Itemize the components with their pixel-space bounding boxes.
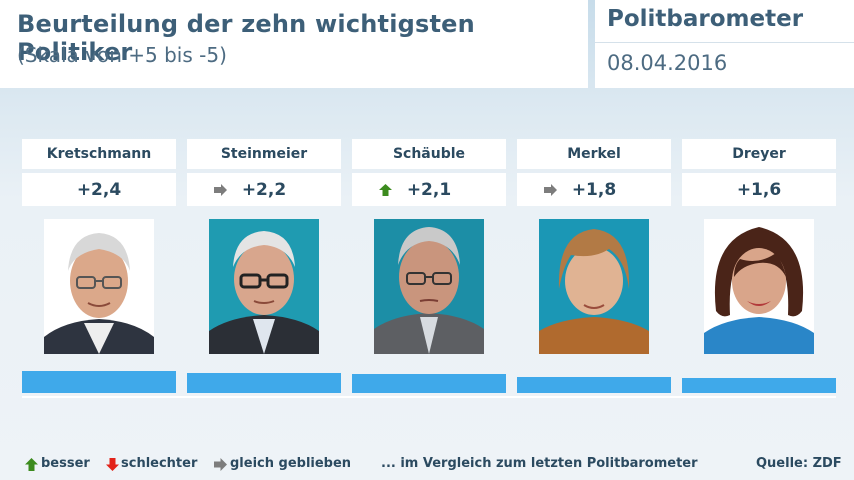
bar bbox=[352, 373, 506, 393]
date-label: 08.04.2016 bbox=[607, 51, 728, 75]
down-arrow-icon bbox=[106, 458, 119, 471]
category-label: Merkel bbox=[517, 139, 671, 169]
bar bbox=[22, 371, 176, 393]
category-label: Dreyer bbox=[682, 139, 836, 169]
bar bbox=[682, 378, 836, 393]
portrait-photo bbox=[374, 219, 484, 354]
legend-better: besser bbox=[41, 456, 90, 471]
bar-area bbox=[517, 360, 671, 393]
chart-subtitle: (Skala von +5 bis -5) bbox=[17, 43, 227, 67]
data-label: +1,8 bbox=[571, 179, 617, 200]
header-divider bbox=[595, 42, 854, 43]
value-box: +1,6 bbox=[682, 173, 836, 206]
header-title-panel: Beurteilung der zehn wichtigsten Politik… bbox=[0, 0, 588, 88]
portrait-photo bbox=[539, 219, 649, 354]
data-label: +2,1 bbox=[406, 179, 452, 200]
value-box: +2,1 bbox=[352, 173, 506, 206]
bar-area bbox=[22, 360, 176, 393]
politician-column: Kretschmann +2,4 bbox=[22, 0, 176, 400]
data-label: +2,4 bbox=[76, 179, 122, 200]
portrait-photo bbox=[44, 219, 154, 354]
politician-column: Dreyer +1,6 bbox=[682, 0, 836, 400]
baseline bbox=[22, 396, 836, 398]
bar bbox=[517, 376, 671, 393]
value-box: +1,8 bbox=[517, 173, 671, 206]
legend-worse: schlechter bbox=[121, 456, 198, 471]
legend-same: gleich geblieben bbox=[230, 456, 352, 471]
bar-area bbox=[682, 360, 836, 393]
source-label: Quelle: ZDF bbox=[756, 456, 842, 471]
category-label: Steinmeier bbox=[187, 139, 341, 169]
politician-column: Steinmeier +2,2 bbox=[187, 0, 341, 400]
portrait-photo bbox=[209, 219, 319, 354]
value-box: +2,4 bbox=[22, 173, 176, 206]
category-label: Schäuble bbox=[352, 139, 506, 169]
brand-label: Politbarometer bbox=[607, 6, 804, 32]
data-label: +1,6 bbox=[736, 179, 782, 200]
bar-area bbox=[352, 360, 506, 393]
header-brand-panel: Politbarometer 08.04.2016 bbox=[595, 0, 854, 88]
bar-area bbox=[187, 360, 341, 393]
data-label: +2,2 bbox=[241, 179, 287, 200]
politician-column: Merkel +1,8 bbox=[517, 0, 671, 400]
value-box: +2,2 bbox=[187, 173, 341, 206]
politician-column: Schäuble +2,1 bbox=[352, 0, 506, 400]
trend-up-icon bbox=[379, 184, 392, 196]
portrait-photo bbox=[704, 219, 814, 354]
trend-same-icon bbox=[214, 184, 227, 196]
trend-same-icon bbox=[544, 184, 557, 196]
comparison-note: ... im Vergleich zum letzten Politbarome… bbox=[381, 456, 698, 471]
chart-title: Beurteilung der zehn wichtigsten Politik… bbox=[17, 10, 475, 66]
right-arrow-icon bbox=[214, 458, 227, 471]
up-arrow-icon bbox=[25, 458, 38, 471]
category-label: Kretschmann bbox=[22, 139, 176, 169]
bar bbox=[187, 372, 341, 393]
